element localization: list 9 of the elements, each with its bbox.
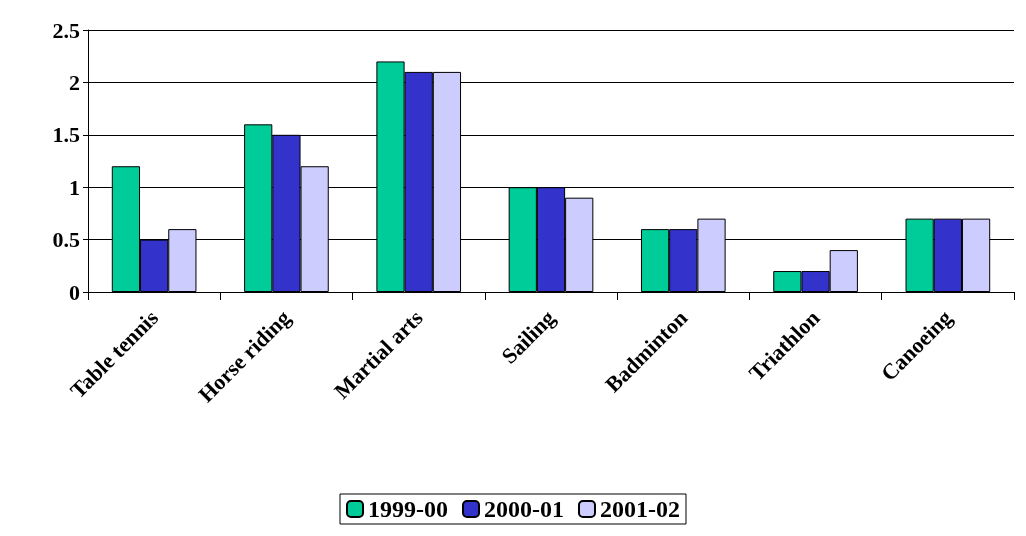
y-tick-label: 1 — [69, 174, 80, 200]
y-tick-label: 2 — [69, 69, 80, 95]
y-tick-label: 1.5 — [52, 122, 80, 148]
y-tick-label: 0.5 — [52, 227, 80, 253]
y-tick-label: 0 — [69, 279, 80, 305]
y-tick-label: 2.5 — [52, 17, 80, 43]
legend-label: 2001-02 — [600, 496, 680, 522]
legend-label: 2000-01 — [484, 496, 564, 522]
legend-label: 1999-00 — [368, 496, 449, 522]
